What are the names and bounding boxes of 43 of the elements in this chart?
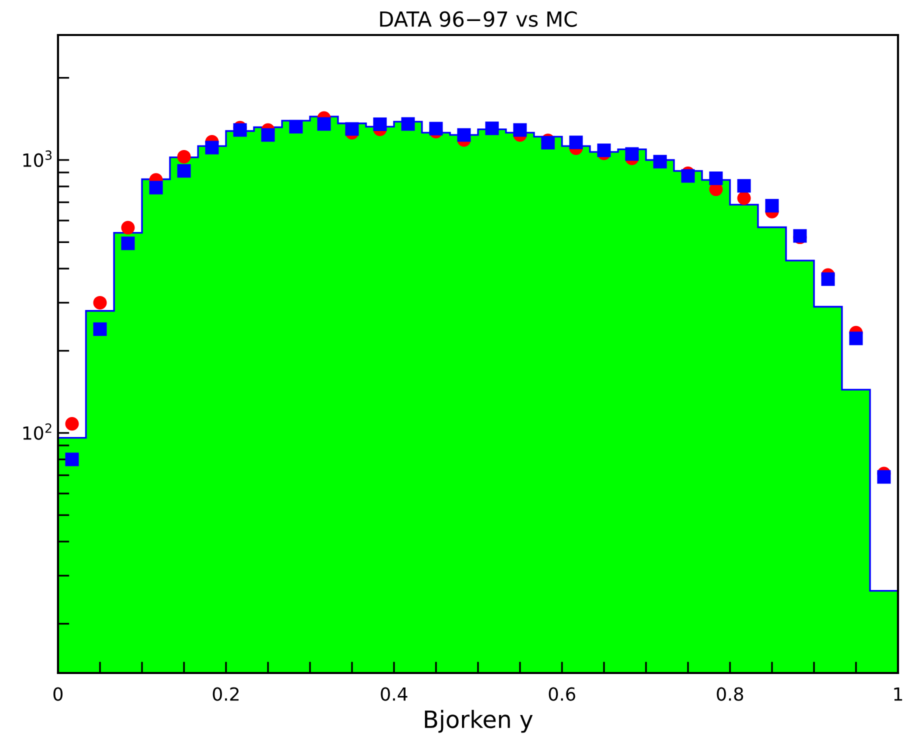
point [653, 154, 667, 168]
point [121, 220, 135, 234]
point [485, 122, 499, 136]
point [709, 172, 723, 186]
chart-title: DATA 96−97 vs MC [380, 11, 577, 27]
y-tick-label: 10$^{3}$ [23, 150, 52, 167]
point [121, 236, 135, 250]
point [597, 144, 611, 158]
point [821, 272, 835, 286]
point [737, 179, 751, 193]
point [317, 117, 331, 131]
point [877, 470, 891, 484]
point [65, 452, 79, 466]
point [373, 117, 387, 131]
point [149, 180, 163, 194]
point [849, 332, 863, 346]
x-tick-label: 0.6 [548, 687, 576, 701]
point [233, 123, 247, 137]
x-tick-label: 0.4 [380, 687, 408, 701]
point [737, 191, 751, 205]
point [625, 147, 639, 161]
point [569, 136, 583, 150]
point [261, 128, 275, 142]
point [401, 117, 415, 131]
point [457, 128, 471, 142]
point [681, 169, 695, 183]
point [93, 296, 107, 310]
point [65, 417, 79, 431]
point [765, 198, 779, 212]
x-tick-label: 0.8 [716, 687, 744, 701]
x-tick-label: 1 [894, 687, 902, 701]
x-tick-label: 0 [53, 687, 63, 701]
point [513, 123, 527, 137]
point [429, 122, 443, 136]
point [289, 120, 303, 134]
point [345, 122, 359, 136]
x-tick-label: 0.2 [212, 687, 239, 701]
y-tick-label: 10$^{2}$ [23, 423, 52, 440]
x-axis-title: Bjorken y [424, 710, 533, 733]
point [177, 164, 191, 178]
point [93, 322, 107, 336]
point [177, 150, 191, 164]
point [205, 140, 219, 154]
